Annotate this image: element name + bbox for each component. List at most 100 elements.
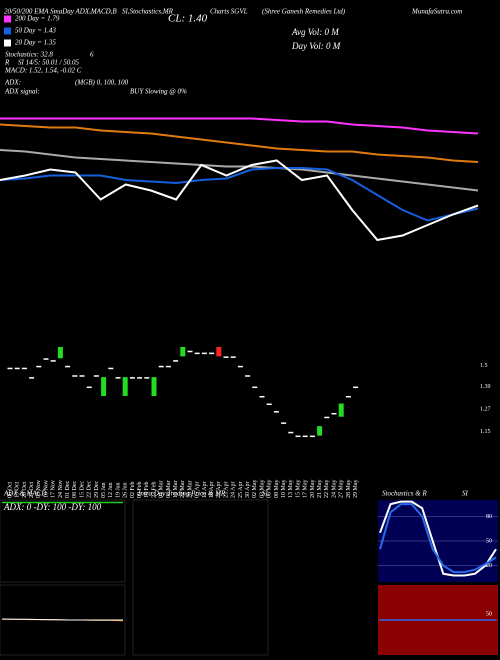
x-tick-label: 01 Mar [159,481,165,499]
candle [317,426,323,436]
x-tick-label: 22 Mar [180,481,186,499]
candle [122,377,128,396]
intraday-panel [132,499,269,656]
day-vol: Day Vol: 0 M [291,41,341,51]
candle [187,350,193,353]
x-tick-label: 15 Dec [79,481,85,498]
x-tick-label: 27 Oct [29,482,35,498]
panel-title: ADX & MACD [3,490,46,498]
legend-label: 200 Day = 1.79 [15,15,60,23]
candle [151,377,157,396]
candle [158,365,164,368]
y-tick-label: 50 [486,538,492,544]
x-tick-label: 17 Nov [51,480,57,498]
mgb: (MGB) 0, 100, 100 [75,79,129,87]
x-tick-label: 12 Apr [202,481,208,498]
x-tick-label: 20 Oct [22,482,28,498]
x-tick-label: 09 Feb [137,482,143,499]
signal: BUY Slowing @ 0% [130,88,187,96]
x-tick-label: 05 Jan [101,483,107,499]
candle [29,377,35,379]
candle [180,346,186,357]
x-tick-label: 08 May [274,480,280,499]
candle [223,356,229,358]
symbol: Charts SGVL [210,8,248,16]
candle [101,377,107,396]
legend-label: 20 Day = 1.35 [15,39,56,47]
candle [252,386,258,389]
candle [93,375,99,377]
x-tick-label: 20 May [310,480,316,499]
candle [209,352,215,355]
candle [230,356,236,358]
panel-title: SI [462,490,469,498]
candle [57,346,63,359]
candle [14,367,20,370]
candle [137,377,143,379]
series-line [379,503,497,574]
x-tick-label: 10 Nov [43,480,49,498]
x-tick-label: 13 Oct [15,482,21,498]
x-tick-label: 02 Feb [130,482,136,499]
candle [86,386,92,389]
x-tick-label: 12 Jan [108,483,114,499]
y-tick-label: 20 [486,563,492,569]
x-tick-label: 05 Apr [195,481,201,498]
candle [295,435,301,438]
candle [43,358,49,360]
x-tick-label: 06 May [267,480,273,499]
x-tick-label: 08 Dec [72,481,78,498]
candle [345,395,351,398]
candle [237,365,243,368]
x-tick-label: 15 Mar [173,481,179,499]
candle [266,403,272,406]
candle [21,367,27,370]
y-tick-label: 1.5 [480,363,488,369]
candle [165,365,171,368]
x-tick-label: 02 May [252,480,258,499]
x-tick-label: 16 Feb [144,482,150,499]
x-tick-label: 22 Apr [216,481,222,498]
macd: MACD: 1.52, 1.54, -0.02 C [4,67,82,75]
series-line [0,159,479,242]
x-tick-label: 24 May [331,480,337,499]
panel-title: SI [262,490,269,498]
x-tick-label: 01 Dec [65,481,71,498]
x-tick-label: 29 Dec [94,481,100,498]
candle [201,352,207,355]
x-tick-label: 17 May [303,480,309,499]
series-line [0,123,479,163]
x-tick-label: 26 Jan [123,483,129,499]
candle [129,377,135,379]
x-tick-label: 30 Apr [245,481,251,498]
candle [273,411,279,413]
rsi: SI 14/5: 50.01 / 50.05 [18,59,80,67]
series-line [0,167,479,222]
x-tick-label: 22 Dec [87,481,93,498]
stochastics-k: 6 [90,51,94,59]
x-tick-label: 06 Oct [7,482,13,498]
candle [7,367,13,370]
candle [115,377,121,379]
x-tick-label: 15 May [295,480,301,499]
header-studies: 20/50/200 EMA SmaDay ADX,MACD,B [4,8,117,16]
candle [50,360,56,362]
x-tick-label: 21 May [317,480,323,499]
candle [79,375,85,377]
panel-title: Stochastics & R [382,490,427,498]
x-tick-label: 19 Jan [115,483,121,499]
candle [108,367,114,370]
candle [281,422,287,424]
candle [302,435,308,438]
candle [72,375,78,377]
r: R [4,59,10,67]
candle [288,431,294,434]
candle [173,360,179,362]
x-tick-label: 22 May [324,480,330,499]
candle [324,416,330,419]
adx: ADX: [4,79,21,87]
y-tick-label: 80 [486,514,492,520]
x-tick-label: 23 Feb [151,482,157,499]
close-price: CL: 1.40 [168,13,208,25]
